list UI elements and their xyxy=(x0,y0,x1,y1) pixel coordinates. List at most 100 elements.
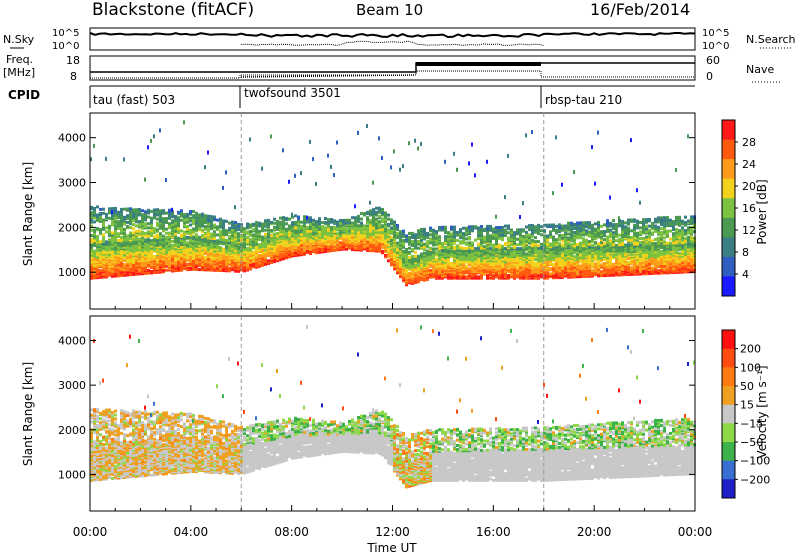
heat-cell xyxy=(276,232,279,235)
heat-cell xyxy=(519,228,522,232)
heat-cell xyxy=(207,150,209,155)
heat-cell xyxy=(540,229,543,233)
heat-cell xyxy=(507,236,510,240)
heat-cell xyxy=(339,219,342,222)
heat-cell xyxy=(279,232,282,236)
heat-cell xyxy=(564,232,567,236)
heat-cell xyxy=(297,249,300,253)
heat-cell xyxy=(132,238,135,241)
heat-cell xyxy=(486,238,489,242)
heat-cell xyxy=(129,267,132,271)
heat-cell xyxy=(129,212,132,216)
heat-cell xyxy=(441,228,444,232)
heat-cell xyxy=(219,217,222,221)
heat-cell xyxy=(381,217,384,221)
heat-cell xyxy=(345,234,348,238)
heat-cell xyxy=(297,215,300,219)
heat-cell xyxy=(150,270,153,273)
heat-cell xyxy=(135,210,138,214)
heat-cell xyxy=(390,218,393,222)
heat-cell xyxy=(351,241,354,245)
heat-cell xyxy=(255,220,258,224)
heat-cell xyxy=(498,231,501,235)
heat-cell xyxy=(204,217,207,220)
heat-cell xyxy=(174,238,177,242)
heat-cell xyxy=(90,224,93,228)
heat-cell xyxy=(168,208,171,212)
heat-cell xyxy=(300,243,303,247)
heat-cell xyxy=(186,218,189,222)
heat-cell xyxy=(444,263,447,267)
date-title: 16/Feb/2014 xyxy=(590,0,690,19)
heat-cell xyxy=(141,266,144,270)
heat-cell xyxy=(579,229,582,233)
heat-cell xyxy=(132,264,135,268)
heat-cell xyxy=(426,242,429,246)
heat-cell xyxy=(549,235,552,239)
heat-cell xyxy=(528,238,531,242)
heat-cell xyxy=(150,138,152,143)
heat-cell xyxy=(402,241,405,245)
heat-cell xyxy=(354,220,357,224)
heat-cell xyxy=(258,221,261,225)
heat-cell xyxy=(423,230,426,234)
heat-cell xyxy=(510,228,513,232)
heat-cell xyxy=(555,252,558,255)
heat-cell xyxy=(531,271,534,275)
heat-cell xyxy=(135,259,138,263)
heat-cell xyxy=(183,221,186,225)
heat-cell xyxy=(345,228,348,232)
heat-cell xyxy=(408,240,411,243)
heat-cell xyxy=(279,216,282,220)
heat-cell xyxy=(531,230,534,234)
heat-cell xyxy=(435,247,438,251)
heat-cell xyxy=(99,230,102,234)
heat-cell xyxy=(330,164,332,169)
heat-cell xyxy=(279,244,282,248)
heat-cell xyxy=(522,245,525,249)
heat-cell xyxy=(507,224,510,228)
heat-cell xyxy=(525,225,528,229)
heat-cell xyxy=(498,228,501,232)
heat-cell xyxy=(555,240,558,244)
heat-cell xyxy=(207,222,210,226)
heat-cell xyxy=(288,179,290,184)
heat-cell xyxy=(552,275,555,278)
heat-cell xyxy=(147,226,150,230)
heat-cell xyxy=(270,229,273,232)
heat-cell xyxy=(579,221,582,225)
heat-cell xyxy=(90,260,93,264)
heat-cell xyxy=(339,221,342,225)
heat-cell xyxy=(564,244,567,248)
heat-cell xyxy=(297,219,300,223)
heat-cell xyxy=(96,227,99,230)
heat-cell xyxy=(516,228,519,232)
heat-cell xyxy=(261,166,263,171)
heat-cell xyxy=(504,247,507,251)
heat-cell xyxy=(267,222,270,226)
heat-cell xyxy=(552,238,555,242)
heat-cell xyxy=(150,224,153,228)
heat-cell xyxy=(144,222,147,226)
heat-cell xyxy=(111,269,114,273)
heat-cell xyxy=(153,208,156,212)
heat-cell xyxy=(129,215,132,219)
heat-cell xyxy=(507,274,510,277)
heat-cell xyxy=(111,207,114,211)
heat-cell xyxy=(177,252,180,256)
heat-cell xyxy=(135,236,138,240)
nsky-line xyxy=(89,32,696,39)
heat-cell xyxy=(225,257,228,261)
heat-cell xyxy=(231,228,234,232)
heat-cell xyxy=(417,254,420,258)
heat-cell xyxy=(558,223,561,227)
heat-cell xyxy=(501,270,504,273)
heat-cell xyxy=(165,221,168,224)
heat-cell xyxy=(369,200,371,205)
heat-cell xyxy=(531,238,534,242)
heat-cell xyxy=(192,210,195,213)
heat-cell xyxy=(519,215,521,219)
heat-cell xyxy=(210,219,213,223)
heat-cell xyxy=(351,229,354,233)
heat-cell xyxy=(288,231,291,235)
